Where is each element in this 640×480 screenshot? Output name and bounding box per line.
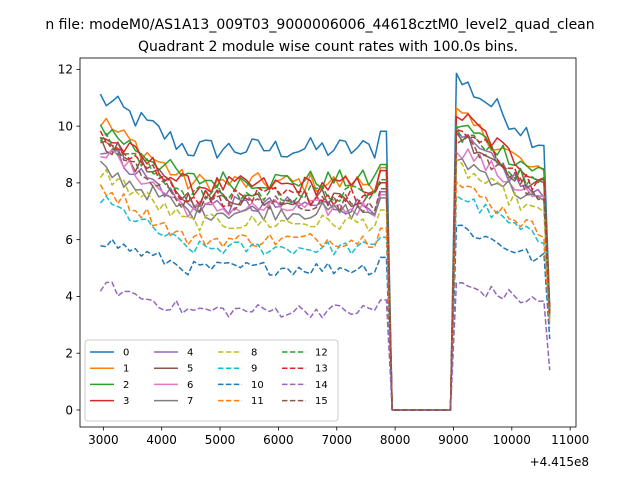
x-tick-label: 8000 — [380, 433, 411, 447]
x-tick-label: 5000 — [205, 433, 236, 447]
legend-label-5: 5 — [187, 364, 193, 375]
series-line-15 — [100, 136, 551, 411]
legend-label-10: 10 — [251, 380, 264, 391]
legend-label-15: 15 — [315, 396, 328, 407]
x-tick-label: 6000 — [263, 433, 294, 447]
y-tick-label: 8 — [65, 176, 73, 190]
legend-label-11: 11 — [251, 396, 264, 407]
legend-label-1: 1 — [123, 364, 129, 375]
legend-label-14: 14 — [315, 380, 328, 391]
series-line-11 — [99, 181, 551, 411]
legend-box — [84, 339, 339, 422]
legend-label-0: 0 — [123, 348, 129, 359]
y-tick-label: 6 — [65, 233, 73, 247]
series-line-7 — [99, 158, 551, 411]
x-tick-label: 7000 — [321, 433, 352, 447]
legend-label-12: 12 — [315, 348, 328, 359]
y-tick-label: 2 — [65, 347, 73, 361]
x-tick-label: 11000 — [551, 433, 589, 447]
y-tick-label: 12 — [58, 63, 73, 77]
x-tick-label: 3000 — [88, 433, 119, 447]
axes-layer: 3000 4000 5000 6000 7000 8000 9000 10000 11000 0 2… — [58, 57, 589, 447]
series-line-14 — [99, 281, 551, 411]
x-tick-label: 4000 — [146, 433, 177, 447]
y-tick-label: 10 — [58, 119, 73, 133]
legend-label-13: 13 — [315, 364, 328, 375]
series-line-5 — [99, 131, 551, 411]
legend-label-8: 8 — [251, 348, 257, 359]
series-line-12 — [99, 124, 551, 411]
legend-label-4: 4 — [187, 348, 193, 359]
series-line-3 — [100, 113, 551, 411]
legend-label-7: 7 — [187, 396, 193, 407]
series-line-0 — [99, 72, 551, 411]
x-tick-label: 10000 — [493, 433, 531, 447]
y-tick-label: 4 — [65, 290, 73, 304]
figure-suptitle: n file: modeM0/AS1A13_009T03_9000006006_… — [45, 17, 594, 33]
legend-label-3: 3 — [123, 396, 129, 407]
x-offset-label: +4.415e8 — [530, 455, 589, 469]
series-layer — [99, 72, 551, 411]
legend-label-6: 6 — [187, 380, 193, 391]
series-line-8 — [99, 158, 551, 411]
series-line-10 — [100, 224, 551, 411]
axes-frame — [79, 57, 577, 428]
y-tick-label: 0 — [65, 403, 73, 417]
series-line-2 — [99, 124, 551, 411]
chart-title: Quadrant 2 module wise count rates with … — [138, 39, 518, 55]
legend-label-2: 2 — [123, 380, 129, 391]
series-line-9 — [99, 195, 551, 411]
legend-label-9: 9 — [251, 364, 257, 375]
series-line-13 — [99, 128, 551, 411]
x-tick-label: 9000 — [438, 433, 469, 447]
